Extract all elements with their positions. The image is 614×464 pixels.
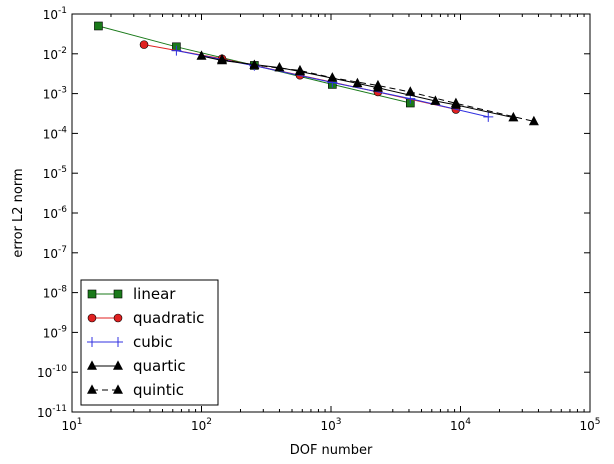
y-tick-label: 10-8	[43, 285, 68, 301]
data-point-quintic	[294, 64, 305, 75]
legend-entry-quadratic: quadratic	[87, 309, 204, 327]
y-tick-label: 10-11	[37, 404, 67, 420]
data-point-quartic	[430, 95, 441, 105]
data-point-cubic	[171, 45, 182, 56]
series-layer	[94, 21, 539, 126]
data-point-cubic	[483, 111, 494, 122]
y-tick-label: 10-10	[37, 364, 67, 380]
legend: linear quadratic cubic quartic quintic	[80, 279, 219, 406]
data-point-quintic	[249, 59, 260, 69]
data-point-quintic	[327, 72, 338, 82]
legend-entry-quartic: quartic	[87, 357, 186, 375]
data-point-quartic	[274, 61, 285, 72]
y-tick-label: 10-6	[43, 205, 68, 221]
legend-label: linear	[133, 285, 176, 303]
legend-entry-linear: linear	[87, 285, 176, 303]
legend-marker	[87, 384, 97, 394]
y-tick-label: 10-3	[43, 86, 67, 102]
x-tick-label: 103	[320, 417, 341, 433]
data-point-quintic	[528, 115, 539, 126]
y-tick-label: 10-4	[43, 125, 68, 141]
legend-marker	[113, 313, 123, 323]
legend-label: cubic	[133, 333, 173, 351]
x-tick-label: 105	[579, 417, 600, 433]
legend-marker	[87, 313, 97, 323]
data-point-quintic	[405, 86, 416, 96]
legend-marker	[113, 360, 123, 370]
data-point-linear	[94, 21, 103, 31]
y-tick-label: 10-1	[43, 6, 67, 22]
data-point-quartic	[352, 77, 363, 88]
legend-marker	[87, 337, 97, 347]
legend-label: quadratic	[133, 309, 204, 327]
y-tick-label: 10-5	[43, 165, 67, 181]
data-point-quadratic	[139, 40, 149, 49]
legend-label: quartic	[133, 357, 186, 375]
y-axis-label: error L2 norm	[11, 168, 26, 257]
x-tick-label: 102	[191, 417, 212, 433]
legend-marker	[87, 360, 97, 370]
data-point-quartic	[196, 50, 207, 60]
legend-marker	[87, 289, 97, 299]
x-tick-label: 104	[450, 417, 471, 433]
data-point-quintic	[372, 79, 383, 90]
series-quintic	[217, 53, 539, 126]
axis-ticks: 101 102 103 104 105 10-11 10-10 10-9 10-8 10-7 10-…	[37, 6, 600, 433]
series-line-quintic	[221, 59, 535, 122]
y-tick-label: 10-9	[43, 324, 68, 340]
legend-label: quintic	[133, 381, 184, 399]
x-axis-label: DOF number	[290, 443, 373, 458]
legend-entry-quintic: quintic	[87, 381, 184, 399]
data-point-quintic	[217, 53, 228, 64]
legend-entry-cubic: cubic	[87, 333, 173, 351]
legend-marker	[113, 337, 123, 347]
data-point-quintic	[450, 97, 461, 108]
legend-marker	[113, 384, 123, 394]
y-tick-label: 10-2	[43, 46, 67, 62]
data-point-quartic	[508, 111, 519, 122]
x-tick-label: 101	[61, 417, 82, 433]
y-tick-label: 10-7	[43, 245, 67, 261]
legend-marker	[113, 289, 123, 299]
